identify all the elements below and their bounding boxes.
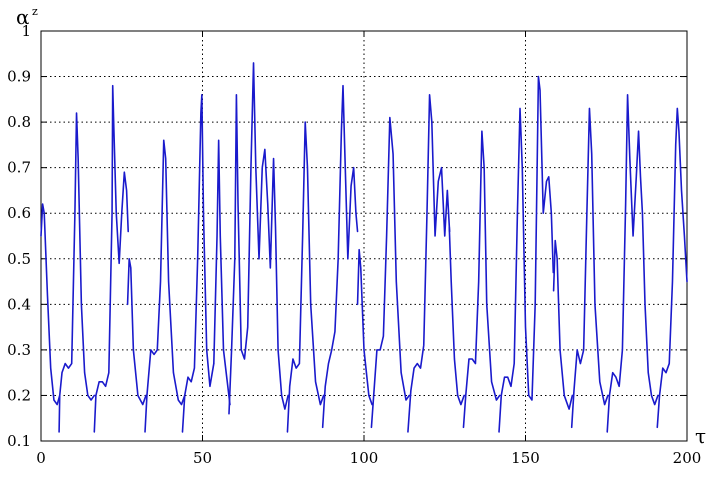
series-line-segment (570, 107, 609, 429)
data-series (40, 62, 688, 433)
x-tick-label: 150 (511, 449, 540, 467)
y-tick-labels: 0.1 0.2 0.3 0.4 0.5 0.6 0.7 0.8 0.9 1 (7, 22, 31, 450)
series-line-segment (126, 257, 147, 406)
x-tick-label: 200 (673, 449, 702, 467)
series-line-segment (144, 139, 186, 433)
y-tick-label: 0.5 (7, 250, 31, 268)
series-line-segment (606, 93, 659, 433)
x-tick-label: 0 (36, 449, 46, 467)
x-tick-label: 50 (193, 449, 212, 467)
series-line-segment (552, 239, 574, 410)
series-line-segment (321, 84, 359, 429)
y-tick-label: 0.1 (7, 432, 31, 450)
x-axis-label: τ (695, 424, 706, 448)
y-tick-label: 0.9 (7, 68, 31, 86)
series-line-segment (213, 139, 231, 406)
y-axis-label-superscript: z (32, 5, 38, 18)
y-tick-label: 0.4 (7, 295, 31, 313)
y-tick-label: 0.7 (7, 159, 31, 177)
y-tick-label: 1 (21, 22, 31, 40)
series-line-segment (181, 93, 215, 433)
series-line-segment (356, 248, 373, 406)
series-line-segment (286, 121, 325, 433)
series-line-segment (448, 226, 465, 406)
y-tick-label: 0.3 (7, 341, 31, 359)
x-tick-label: 100 (350, 449, 379, 467)
y-axis-label: α (16, 5, 30, 29)
series-line-segment (498, 75, 555, 433)
y-tick-label: 0.6 (7, 204, 31, 222)
x-tick-labels: 0 50 100 150 200 (36, 449, 701, 467)
y-tick-label: 0.8 (7, 113, 31, 131)
series-line-segment (462, 130, 501, 429)
series-line-segment (656, 107, 688, 429)
series-line-segment (58, 394, 61, 433)
series-line-segment (370, 116, 411, 429)
series-line-segment (93, 84, 130, 433)
series-line-segment (40, 112, 96, 406)
y-tick-label: 0.2 (7, 386, 31, 404)
series-line-segment (228, 62, 289, 415)
series-line-segment (407, 93, 451, 433)
